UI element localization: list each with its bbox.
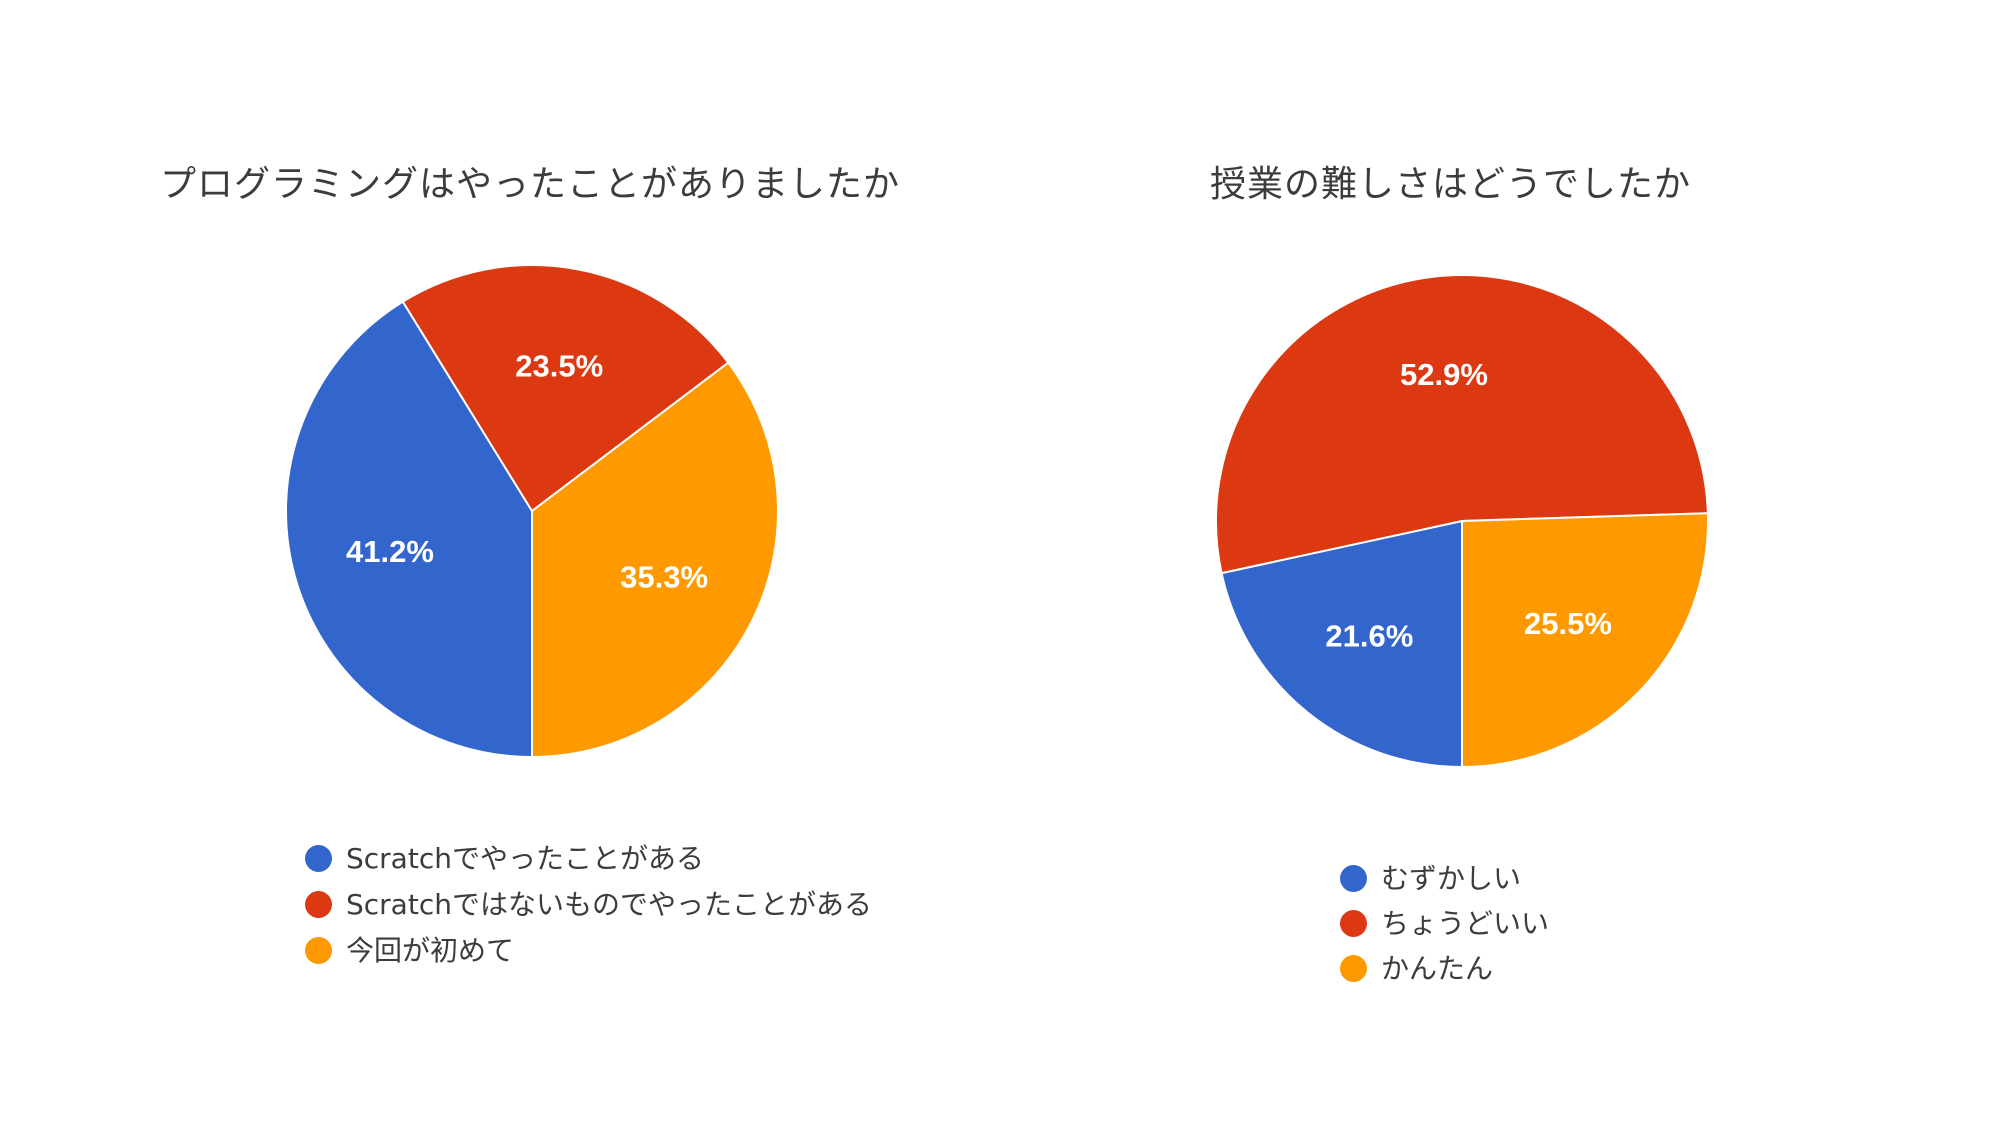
legend-swatch-red [1340,910,1367,937]
legend-swatch-red [305,891,332,918]
legend-swatch-orange [305,937,332,964]
chart-title: プログラミングはやったことがありましたか [160,164,901,205]
slice-percent-label: 23.5% [515,348,603,383]
legend-label: 今回が初めて [346,934,515,967]
slice-percent-label: 25.5% [1524,606,1612,641]
legend-swatch-blue [1340,865,1367,892]
legend-label: Scratchではないものでやったことがある [346,888,872,921]
slice-percent-label: 21.6% [1325,618,1413,653]
pie-chart-class-difficulty: 授業の難しさはどうでしたか 21.6% 52.9% 25.5% むずかしい ちょうど… [1000,0,1999,1127]
legend-item[interactable]: むずかしい [1340,858,1740,900]
pie-slice[interactable] [1215,274,1709,575]
slice-percent-label: 41.2% [346,534,434,569]
chart-title: 授業の難しさはどうでしたか [1210,164,1692,205]
legend-swatch-orange [1340,955,1367,982]
pie-slice[interactable] [1220,520,1463,768]
legend-label: ちょうどいい [1381,907,1550,940]
pie-slice[interactable] [401,264,730,512]
slice-percent-label: 35.3% [620,559,708,594]
pie-svg: 41.2% 23.5% 35.3% [285,264,779,758]
legend-item[interactable]: 今回が初めて [305,930,880,972]
legend: Scratchでやったことがある Scratchではないものでやったことがある … [305,838,880,976]
legend-label: かんたん [1381,952,1494,985]
legend: むずかしい ちょうどいい かんたん [1340,858,1740,993]
legend-swatch-blue [305,845,332,872]
legend-item[interactable]: かんたん [1340,948,1740,990]
legend-item[interactable]: Scratchではないものでやったことがある [305,884,880,926]
legend-label: むずかしい [1381,862,1522,895]
pie-slice[interactable] [285,300,533,758]
legend-item[interactable]: ちょうどいい [1340,903,1740,945]
slice-percent-label: 52.9% [1400,357,1488,392]
pie-slice[interactable] [1461,512,1709,768]
legend-label: Scratchでやったことがある [346,842,704,875]
legend-item[interactable]: Scratchでやったことがある [305,838,880,880]
pie-slice[interactable] [531,361,779,758]
pie-chart-programming-experience: プログラミングはやったことがありましたか 41.2% 23.5% 35.3% Scr… [160,164,901,976]
pie-svg: 21.6% 52.9% 25.5% [1215,274,1709,768]
